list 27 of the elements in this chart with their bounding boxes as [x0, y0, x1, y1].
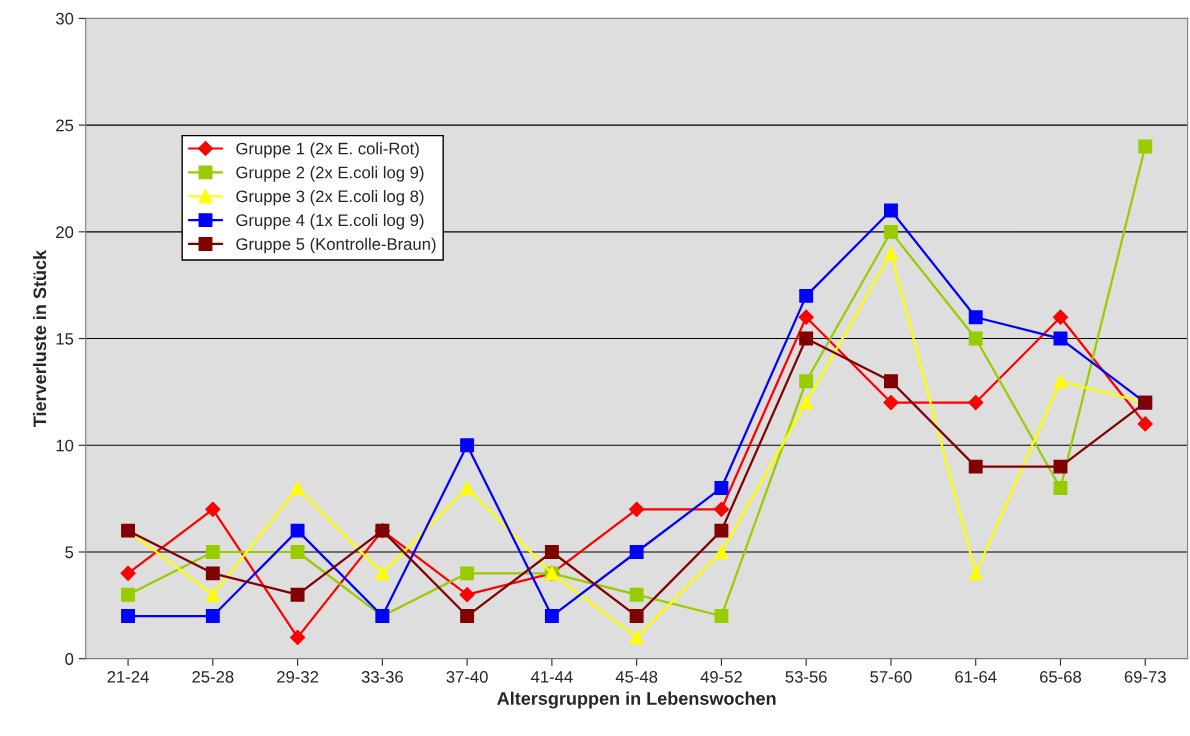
y-tick-label: 0: [65, 653, 74, 665]
x-tick-label: 29-32: [277, 670, 319, 683]
x-tick-label: 37-40: [446, 670, 488, 683]
y-tick-label: 20: [56, 226, 74, 239]
x-tick-label: 49-52: [700, 670, 742, 683]
y-tick-label: 5: [65, 546, 74, 559]
x-tick-label: 21-24: [107, 670, 149, 683]
x-tick-label: 69-73: [1124, 670, 1166, 683]
x-axis-title: Altersgruppen in Lebenswochen: [497, 691, 776, 709]
x-tick-label: 57-60: [870, 670, 912, 683]
legend-label: Gruppe 1 (2x E. coli-Rot): [236, 142, 419, 158]
legend-label: Gruppe 2 (2x E.coli log 9): [236, 166, 424, 182]
x-tick-label: 41-44: [530, 671, 573, 683]
x-tick-label: 65-68: [1040, 670, 1082, 683]
x-tick-label: 53-56: [785, 670, 827, 683]
x-tick-label: 33-36: [361, 670, 403, 683]
x-tick-label: 61-64: [955, 670, 997, 683]
x-tick-label: 45-48: [615, 670, 658, 683]
y-tick-label: 15: [56, 333, 74, 345]
legend-label: Gruppe 5 (Kontrolle-Braun): [236, 237, 436, 254]
y-tick-label: 10: [56, 439, 74, 452]
legend-label: Gruppe 3 (2x E.coli log 8): [236, 189, 424, 206]
y-axis-title: Tierverluste in Stück: [32, 249, 47, 427]
y-tick-label: 30: [55, 12, 74, 25]
y-tick-label: 25: [56, 119, 74, 132]
x-tick-label: 25-28: [192, 670, 234, 683]
legend-label: Gruppe 4 (1x E.coli log 9): [236, 213, 424, 230]
